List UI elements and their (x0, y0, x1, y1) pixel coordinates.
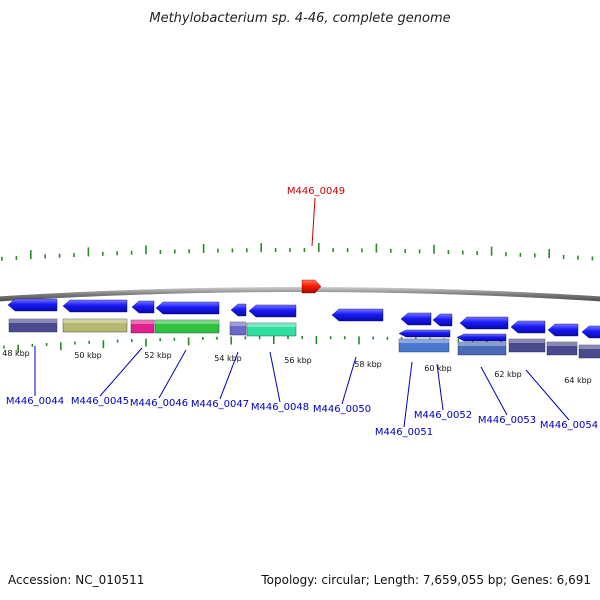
gene-extra[interactable] (581, 325, 600, 339)
tick-label: 52 kbp (144, 351, 172, 360)
tick-label: 50 kbp (74, 351, 102, 360)
gene-m446_0054[interactable] (459, 316, 509, 330)
cog-band-highlight (230, 322, 246, 326)
gene-label-reverse[interactable]: M446_0050 (313, 404, 371, 415)
gene-m446_0051[interactable] (331, 308, 384, 322)
gene-m446_0050[interactable] (248, 304, 297, 318)
cog-band-highlight (247, 323, 296, 327)
cog-band (398, 338, 450, 353)
gene-m446_0044[interactable] (7, 298, 58, 312)
gene-m446_0052[interactable] (400, 312, 432, 326)
cog-band-highlight (399, 339, 449, 343)
genome-summary-text: Topology: circular; Length: 7,659,055 bp… (261, 573, 591, 587)
cog-band-highlight (131, 320, 154, 324)
leader-line (525, 369, 570, 421)
gene-m446_0048[interactable] (230, 303, 247, 317)
leader-line (158, 349, 187, 399)
cog-band-highlight (63, 319, 127, 323)
gene-m446_0049[interactable] (301, 279, 322, 294)
cog-band (62, 318, 128, 333)
cog-band (229, 321, 247, 336)
gene-m446_0045[interactable] (62, 299, 128, 313)
genome-title: Methylobacterium sp. 4-46, complete geno… (149, 11, 450, 26)
accession-text: Accession: NC_010511 (8, 573, 145, 587)
gene-m446_0053-strip[interactable] (456, 333, 507, 342)
gene-label-reverse[interactable]: M446_0051 (375, 427, 433, 438)
tick-label: 58 kbp (354, 360, 382, 369)
gene-m446_0046[interactable] (131, 300, 155, 314)
leader-line (99, 347, 143, 397)
cog-band (546, 341, 578, 356)
gene-label-reverse[interactable]: M446_0046 (130, 398, 188, 409)
cog-band (154, 319, 220, 334)
gene-track (7, 279, 600, 359)
gene-m446_0051-strip[interactable] (398, 329, 451, 338)
backbone-ring (0, 287, 600, 302)
gene-label-reverse[interactable]: M446_0047 (191, 399, 249, 410)
gene-label-forward[interactable]: M446_0049 (287, 186, 345, 197)
leader-line (341, 356, 357, 405)
tick-label: 56 kbp (284, 356, 312, 365)
gene-label-reverse[interactable]: M446_0052 (414, 410, 472, 421)
gene-extra[interactable] (510, 320, 546, 334)
cog-band-highlight (9, 319, 57, 323)
tick-label: 62 kbp (494, 370, 522, 379)
tick-label: 48 kbp (2, 349, 30, 358)
gene-extra[interactable] (547, 323, 579, 337)
cog-band (130, 319, 155, 334)
cog-band-highlight (579, 345, 600, 349)
cog-band (8, 318, 58, 333)
leader-line (269, 351, 281, 403)
cog-band-highlight (547, 342, 577, 346)
gene-label-reverse[interactable]: M446_0048 (251, 402, 309, 413)
cog-band-highlight (509, 339, 545, 343)
cog-band-highlight (458, 342, 506, 346)
tick-label: 54 kbp (214, 354, 242, 363)
leader-line (311, 197, 316, 247)
gene-label-reverse[interactable]: M446_0054 (540, 420, 598, 431)
cog-band-highlight (155, 320, 219, 324)
cog-band (457, 341, 507, 356)
cog-band (578, 344, 600, 359)
leader-line (480, 366, 508, 416)
cog-band (246, 322, 297, 337)
leader-line (436, 363, 444, 411)
leader-line (219, 351, 239, 400)
scale-ticks: 48 kbp 50 kbp 52 kbp 54 kbp 56 kbp 58 kbp 60 k… (1, 243, 600, 385)
gene-m446_0047[interactable] (155, 301, 220, 315)
cog-band (508, 338, 546, 353)
leader-line (403, 361, 413, 428)
tick-label: 64 kbp (564, 376, 592, 385)
gene-label-reverse[interactable]: M446_0045 (71, 396, 129, 407)
gene-label-reverse[interactable]: M446_0053 (478, 415, 536, 426)
gene-label-reverse[interactable]: M446_0044 (6, 396, 64, 407)
genome-backbone (0, 287, 600, 302)
gene-m446_0053[interactable] (432, 313, 453, 327)
